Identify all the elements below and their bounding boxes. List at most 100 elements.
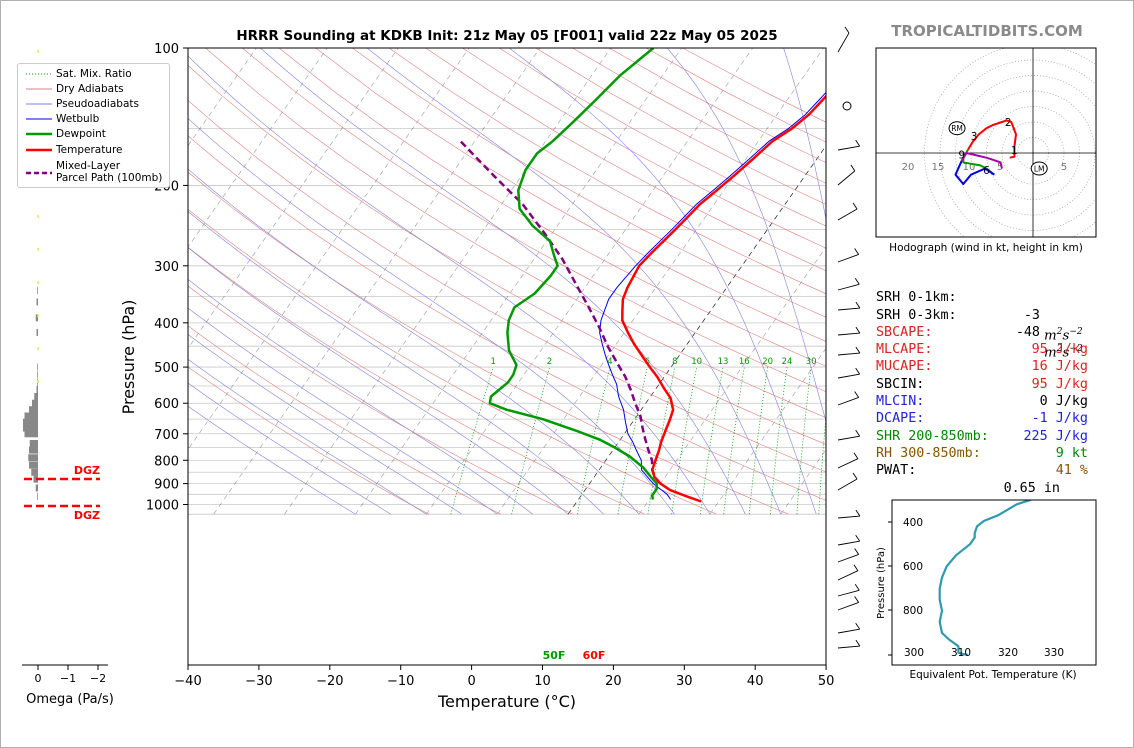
chart-title: HRRR Sounding at KDKB Init: 21z May 05 [… [236,28,777,44]
pressure-tick-label: 400 [154,317,179,332]
dry-adiabat [205,48,826,419]
stat-row-pwat: PWAT: 0.65 in [876,445,1126,495]
mixing-ratio-line [647,367,676,515]
isotherm-line [426,48,753,515]
dry-adiabat [188,208,717,515]
omega-bar [31,468,38,476]
dry-adiabat [188,246,645,515]
temperature-surface-label: 60F [583,649,606,662]
wind-barb-staff [837,570,859,581]
wind-barb-staff [837,515,860,519]
omega-bar [34,393,38,401]
stat-row-sbcin: SBCIN: 0 J/kg [876,358,1126,409]
pseudoadiabat [188,382,392,515]
stat-row-mucape: MUCAPE: 95 J/kg [876,341,1126,391]
storm-motion-marker [948,121,966,136]
wind-barbs [837,26,861,649]
omega-bar [29,406,38,414]
theta-e-ytick: 400 [903,517,923,529]
mixing-ratio-line [818,412,826,515]
stat-label: SBCIN: [876,376,925,392]
mixed-layer-parcel-path-mb--line [459,140,662,485]
hodograph-caption: Hodograph (wind in kt, height in km) [889,242,1083,254]
dewpoint-line [488,48,659,500]
hodograph-segment [954,160,995,185]
isotherm-line [188,48,470,451]
hodograph-height-label: 9 [958,150,965,162]
stat-label: SHR 200-850mb: [876,428,989,444]
dgz-top-label: DGZ [74,464,100,477]
temperature-tick-label: 30 [676,674,693,689]
wind-barb-flag [855,429,861,437]
wind-barb-flag [855,509,861,517]
dry-adiabat [278,48,826,367]
stat-value: 0.65 in [1003,480,1060,496]
dry-adiabat [425,48,826,271]
temperature-tick-label: −30 [245,674,272,689]
isotherm-line [638,246,826,515]
wind-barb-flag [855,639,861,647]
mixing-ratio-label: 4 [607,357,612,367]
wind-barb-staff [837,332,860,336]
isotherm-line [213,48,541,515]
mixing-ratio-line [796,367,812,515]
wind-barb-flag [854,248,860,255]
stat-label: RH 300-850mb: [876,445,981,461]
temperature-tick-label: −40 [174,674,201,689]
isotherm-line [496,48,824,515]
wind-barb-staff [837,628,860,634]
mixing-ratio-label: 30 [806,357,817,367]
omega-bar [35,314,38,322]
hodograph-panel: 20 15 10 5 5 1 2 3 6 9 RM LM Hodograph (wind in kt… [875,47,1097,254]
mixing-ratio-label: 36 [826,357,837,367]
storm-motion-label: RM [951,124,963,133]
stat-label: MUCAPE: [876,359,933,375]
wind-barb-staff [837,435,860,441]
mixing-ratio-line [617,367,648,515]
storm-motion-label: LM [1034,165,1045,174]
pseudoadiabat [260,48,746,515]
stat-row-shear: SHR 200-850mb: 9 kt [876,410,1126,461]
wind-barb-flag [855,326,861,334]
wind-barb-flag [844,26,850,34]
wind-barb-flag [855,346,861,354]
omega-tick: −2 [90,672,106,685]
wind-barb-flag [850,164,856,172]
wind-barb-flag [854,391,860,398]
pseudoadiabat [188,210,604,515]
dry-adiabat [388,48,826,295]
dry-adiabat [188,366,430,515]
wind-barb-flag [855,301,861,309]
wind-barb-staff [837,170,856,186]
dry-adiabat [188,285,573,515]
stat-label: SBCAPE: [876,324,933,340]
temperature-tick-label: 40 [747,674,764,689]
pseudoadiabat [188,405,356,515]
stat-row-rh: RH 300-850mb: 41 % [876,428,1126,478]
wind-barb-flag [854,584,860,591]
pressure-tick-label: 300 [154,260,179,275]
theta-e-frame [891,499,1097,666]
omega-bar [36,298,38,306]
omega-xlabel: Omega (Pa/s) [26,692,114,707]
mixing-ratio-line [450,366,494,515]
hodograph-frame [875,47,1097,238]
mixing-ratio-label: 8 [672,357,677,367]
stat-row-srh01: SRH 0-1km: -3 m2s−2 [876,272,1126,343]
stat-row-srh03: SRH 0-3km: -48 m2s−2 [876,289,1126,361]
omega-bar [23,418,38,426]
pressure-tick-label: 800 [154,454,179,469]
pseudoadiabat [667,48,826,423]
calm-wind-circle [842,101,852,111]
mixing-ratio-line [700,367,724,515]
stat-row-mlcin: MLCIN: -1 J/kg [876,376,1126,426]
dry-adiabat [462,48,826,249]
stat-value: 9 kt [1055,445,1088,461]
storm-motion-marker [1030,161,1048,176]
temperature-tick-label: −20 [316,674,343,689]
stat-label: SRH 0-1km: [876,290,957,306]
wind-barb-flag [855,367,861,375]
wind-barb-flag [854,548,860,555]
